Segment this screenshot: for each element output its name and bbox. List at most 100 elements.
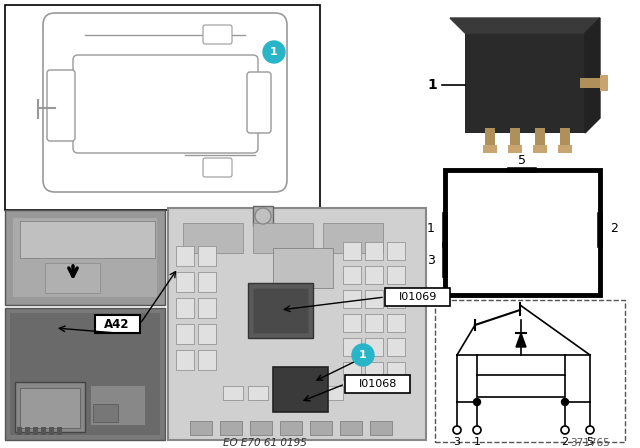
Bar	[183, 223, 243, 253]
Text: EO E70 61 0195: EO E70 61 0195	[223, 438, 307, 448]
Bar	[535, 128, 545, 148]
Bar	[343, 242, 361, 260]
Bar	[477, 375, 565, 397]
Bar	[435, 300, 625, 442]
Text: 5: 5	[518, 154, 526, 167]
Bar	[95, 315, 140, 333]
Bar	[41, 427, 46, 435]
Bar	[483, 145, 497, 153]
Text: I01069: I01069	[399, 292, 437, 302]
FancyBboxPatch shape	[47, 70, 75, 141]
Bar	[17, 427, 22, 435]
Bar	[198, 350, 216, 370]
Bar	[10, 313, 160, 435]
Circle shape	[263, 41, 285, 63]
FancyBboxPatch shape	[203, 25, 232, 44]
Polygon shape	[450, 18, 600, 33]
Text: 5: 5	[586, 437, 593, 447]
Bar	[343, 266, 361, 284]
Text: I01068: I01068	[359, 379, 397, 389]
Bar	[5, 210, 165, 305]
Bar	[387, 290, 405, 308]
Text: 371765: 371765	[570, 438, 610, 448]
Circle shape	[586, 426, 594, 434]
Bar	[343, 290, 361, 308]
Bar	[198, 272, 216, 292]
Bar	[365, 314, 383, 332]
Circle shape	[561, 399, 568, 405]
Bar	[387, 266, 405, 284]
Bar	[253, 288, 308, 333]
Bar	[176, 272, 194, 292]
Text: 1: 1	[474, 437, 481, 447]
Bar	[198, 324, 216, 344]
Bar	[190, 421, 212, 435]
Bar	[57, 427, 62, 435]
FancyBboxPatch shape	[247, 72, 271, 133]
Bar	[248, 283, 313, 338]
Bar	[343, 362, 361, 380]
FancyBboxPatch shape	[43, 13, 287, 192]
Bar	[323, 223, 383, 253]
Bar	[600, 75, 608, 91]
Bar	[15, 382, 85, 432]
Bar	[90, 385, 145, 425]
Bar	[280, 421, 302, 435]
FancyBboxPatch shape	[73, 55, 258, 153]
Bar	[20, 221, 155, 258]
Bar	[310, 421, 332, 435]
Bar	[387, 242, 405, 260]
Polygon shape	[585, 18, 600, 133]
Bar	[93, 404, 118, 422]
Bar	[365, 242, 383, 260]
Polygon shape	[516, 333, 526, 347]
Bar	[298, 386, 318, 400]
Bar	[273, 367, 328, 412]
Circle shape	[352, 344, 374, 366]
Text: 3: 3	[454, 437, 461, 447]
Bar	[176, 350, 194, 370]
Text: 3: 3	[427, 254, 435, 267]
Bar	[25, 427, 30, 435]
Text: 1: 1	[427, 78, 437, 92]
Bar	[370, 421, 392, 435]
Bar	[198, 298, 216, 318]
Text: 1: 1	[270, 47, 278, 57]
FancyBboxPatch shape	[203, 158, 232, 177]
Bar	[558, 145, 572, 153]
Bar	[5, 5, 320, 210]
Bar	[13, 218, 157, 297]
Bar	[365, 338, 383, 356]
Text: 1: 1	[359, 350, 367, 360]
Bar	[485, 128, 495, 148]
Bar	[510, 128, 520, 148]
Bar	[176, 324, 194, 344]
Bar	[253, 206, 273, 226]
Bar	[365, 362, 383, 380]
Bar	[45, 263, 100, 293]
Bar	[533, 145, 547, 153]
Bar	[465, 33, 585, 133]
Bar	[580, 78, 605, 88]
Bar	[223, 386, 243, 400]
Bar	[5, 308, 165, 440]
Bar	[387, 362, 405, 380]
Bar	[176, 246, 194, 266]
Text: 1: 1	[427, 221, 435, 234]
Bar	[250, 421, 272, 435]
Bar	[168, 208, 426, 440]
Text: 2: 2	[610, 221, 618, 234]
Bar	[220, 421, 242, 435]
Bar	[560, 128, 570, 148]
Bar	[445, 170, 600, 295]
Bar	[20, 388, 80, 428]
Bar	[343, 338, 361, 356]
Bar	[176, 298, 194, 318]
Circle shape	[453, 426, 461, 434]
Bar	[345, 375, 410, 393]
Circle shape	[255, 208, 271, 224]
Bar	[273, 386, 293, 400]
Bar	[387, 314, 405, 332]
Bar	[365, 266, 383, 284]
Bar	[273, 248, 333, 288]
